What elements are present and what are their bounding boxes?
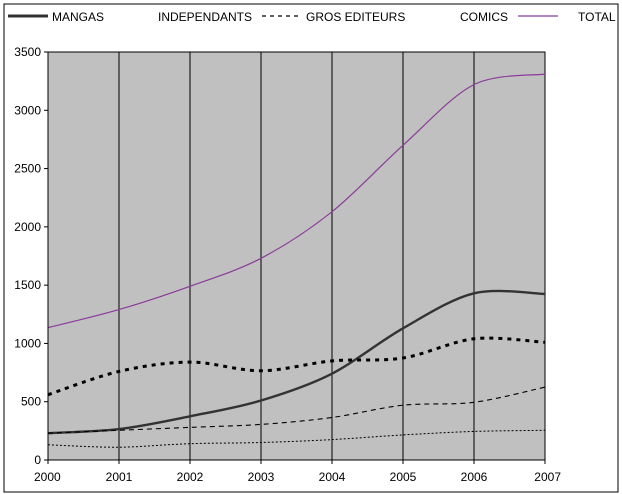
gridlines [118,52,475,460]
x-tick-label-2001: 2001 [106,470,133,484]
x-tick-label-2000: 2000 [34,470,61,484]
axes [44,51,546,464]
x-tick-label-2004: 2004 [319,470,346,484]
y-tick-label-3000: 3000 [14,103,41,117]
series-line-gros-editeurs [47,336,546,397]
y-tick-label-500: 500 [21,395,41,409]
y-tick-label-3500: 3500 [14,45,41,59]
legend-label-mangas: MANGAS [52,10,104,24]
x-tick-label-2006: 2006 [461,470,488,484]
legend-label-comics: COMICS [460,10,508,24]
x-tick-label-2002: 2002 [177,470,204,484]
y-tick-label-1500: 1500 [14,278,41,292]
legend: MANGAS INDEPENDANTS GROS EDITEURS COMICS… [8,10,616,24]
legend-label-total: TOTAL [578,10,616,24]
plot-area [47,51,546,461]
legend-label-gros-editeurs: GROS EDITEURS [306,10,405,24]
y-tick-label-2500: 2500 [14,162,41,176]
x-axis-tick-labels: 2000 2001 2002 2003 2004 2005 2006 2007 [34,470,561,484]
x-tick-label-2007: 2007 [534,470,561,484]
y-tick-label-1000: 1000 [14,336,41,350]
series-layer [47,73,546,448]
legend-label-independants: INDEPENDANTS [158,10,252,24]
y-tick-label-2000: 2000 [14,220,41,234]
series-line-mangas [47,289,546,435]
y-tick-label-0: 0 [34,453,41,467]
y-axis-tick-labels: 0 500 1000 1500 2000 2500 3000 3500 [14,45,41,467]
series-line-comics [47,429,546,448]
x-tick-label-2005: 2005 [390,470,417,484]
x-tick-label-2003: 2003 [248,470,275,484]
series-line-total [47,73,546,329]
